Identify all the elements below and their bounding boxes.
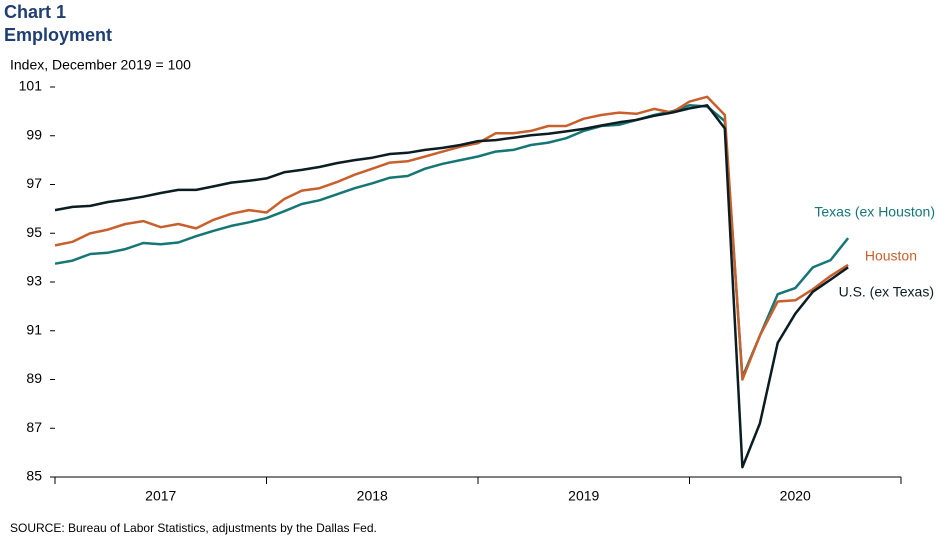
series-label: Houston [865,248,917,264]
series-line [54,104,850,379]
y-tick-label: 89 [26,370,42,386]
y-tick-label: 87 [26,419,42,435]
series-label: Texas (ex Houston) [814,204,935,220]
x-tick-label: 2020 [780,488,811,504]
y-tick-label: 91 [26,321,42,337]
series-line [54,95,849,381]
x-tick-label: 2017 [145,488,176,504]
y-tick-label: 93 [26,273,42,289]
chart-subtitle: Employment [4,25,112,45]
y-tick-label: 85 [26,468,42,484]
y-axis-label: Index, December 2019 = 100 [10,57,191,73]
y-tick-label: 97 [26,175,42,191]
series-line [54,104,849,469]
series-label: U.S. (ex Texas) [839,284,934,300]
chart-title: Chart 1 [4,2,66,22]
x-tick-label: 2019 [568,488,599,504]
y-tick-label: 95 [26,224,42,240]
source-note: SOURCE: Bureau of Labor Statistics, adju… [10,521,377,535]
x-tick-label: 2018 [357,488,388,504]
y-tick-label: 101 [19,78,43,94]
y-tick-label: 99 [26,126,42,142]
